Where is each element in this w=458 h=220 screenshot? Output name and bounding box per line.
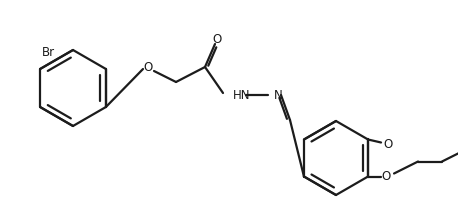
Text: O: O bbox=[213, 33, 222, 46]
Text: Br: Br bbox=[42, 46, 55, 59]
Text: N: N bbox=[274, 88, 283, 101]
Text: HN: HN bbox=[233, 88, 251, 101]
Text: O: O bbox=[143, 61, 153, 73]
Text: O: O bbox=[382, 170, 391, 183]
Text: O: O bbox=[383, 138, 393, 151]
